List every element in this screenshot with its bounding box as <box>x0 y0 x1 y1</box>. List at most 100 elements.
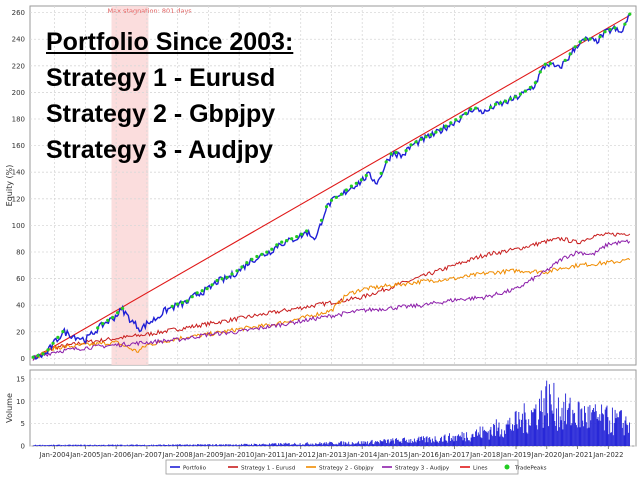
equity-y-tick-label: 40 <box>16 302 25 310</box>
stagnation-band <box>111 6 149 365</box>
x-tick-label: Jan-2004 <box>38 451 69 459</box>
trade-peak-marker <box>96 326 100 330</box>
trade-peak-marker <box>384 160 388 164</box>
trade-peak-marker <box>305 229 309 233</box>
trade-peak-marker <box>339 192 343 196</box>
x-tick-label: Jan-2012 <box>285 451 316 459</box>
trade-peak-marker <box>613 26 617 30</box>
equity-y-tick-label: 0 <box>21 355 25 363</box>
trade-peak-marker <box>319 218 324 222</box>
overlay-line-strategy-1: Strategy 1 - Eurusd <box>46 64 276 92</box>
x-tick-label: Jan-2021 <box>561 451 592 459</box>
trade-peak-marker <box>324 205 329 209</box>
trade-peak-marker <box>503 99 508 103</box>
volume-y-tick-label: 15 <box>16 375 25 383</box>
trade-peak-marker <box>101 322 105 326</box>
trade-peak-marker <box>389 152 393 156</box>
trade-peak-marker <box>449 121 453 125</box>
legend-label: Strategy 2 - Gbpjpy <box>319 466 374 472</box>
x-tick-label: Jan-2018 <box>469 451 500 459</box>
trade-peak-marker <box>295 235 299 239</box>
trade-peak-marker <box>543 62 547 66</box>
trade-peak-marker <box>518 92 523 96</box>
trade-peak-marker <box>210 283 214 287</box>
trade-peak-marker <box>175 302 179 306</box>
trend-line <box>32 14 631 359</box>
trade-peak-marker <box>31 355 35 359</box>
legend-swatch <box>504 464 510 470</box>
equity-panel: Max stagnation: 801 days 0 20 40 60 80 100 120 1… <box>5 5 637 366</box>
equity-y-tick-label: 20 <box>16 328 25 336</box>
equity-y-tick-label: 260 <box>12 9 25 17</box>
trade-peak-marker <box>225 275 229 279</box>
trade-peak-marker <box>434 130 438 134</box>
overlay-line-strategy-2: Strategy 2 - Gbpjpy <box>46 100 276 128</box>
trade-peak-marker <box>359 178 363 182</box>
trade-peak-marker <box>489 105 493 109</box>
x-tick-label: Jan-2014 <box>346 451 377 459</box>
trade-peak-marker <box>459 115 463 119</box>
trade-peak-marker <box>439 127 443 131</box>
trade-peak-marker <box>379 171 383 175</box>
legend-label: Portfolio <box>183 466 207 472</box>
trade-peak-marker <box>454 118 458 122</box>
trade-peak-marker <box>414 140 418 144</box>
trade-peak-marker <box>270 247 274 251</box>
trade-peak-marker <box>628 12 632 16</box>
x-tick-label: Jan-2015 <box>377 451 408 459</box>
trade-peak-marker <box>46 348 50 352</box>
x-tick-label: Jan-2007 <box>131 451 162 459</box>
x-tick-label: Jan-2005 <box>69 451 100 459</box>
legend-item-strategy-1: Strategy 1 - Eurusd <box>228 466 296 472</box>
trade-peak-marker <box>260 252 264 256</box>
trade-peak-marker <box>116 311 120 315</box>
trade-peak-marker <box>235 269 239 273</box>
trade-peak-marker <box>608 27 612 31</box>
chart-legend: Portfolio Strategy 1 - Eurusd Strategy 2 -… <box>165 459 547 475</box>
trade-peak-marker <box>583 37 587 41</box>
trade-peak-marker <box>275 243 279 247</box>
legend-label: Lines <box>473 466 488 472</box>
trade-peak-marker <box>444 124 448 128</box>
trade-peak-marker <box>474 106 478 110</box>
x-tick-label: Jan-2009 <box>192 451 223 459</box>
trade-peak-marker <box>170 304 174 308</box>
trade-peak-marker <box>111 315 115 320</box>
legend-item-portfolio: Portfolio <box>170 466 207 472</box>
volume-y-axis-label: Volume <box>5 393 14 423</box>
trade-peak-marker <box>205 287 209 291</box>
trade-peak-marker <box>464 111 468 115</box>
trade-peak-marker <box>354 181 358 185</box>
legend-label: Strategy 3 - Audjpy <box>395 466 450 472</box>
x-tick-label: Jan-2016 <box>408 451 439 459</box>
trade-peak-marker <box>255 254 259 259</box>
trade-peak-marker <box>250 257 254 261</box>
equity-y-tick-label: 100 <box>12 222 25 230</box>
legend-item-lines: Lines <box>460 466 488 472</box>
equity-y-tick-label: 180 <box>12 116 25 124</box>
x-tick-label: Jan-2017 <box>438 451 469 459</box>
equity-y-tick-label: 80 <box>16 248 25 256</box>
trade-peak-marker <box>568 52 572 56</box>
stagnation-annotation: Max stagnation: 801 days <box>108 7 193 15</box>
strategy-3-line <box>32 239 631 361</box>
trade-peak-marker <box>429 133 433 137</box>
trade-peak-marker <box>419 137 423 141</box>
x-tick-label: Jan-2011 <box>254 451 285 459</box>
trade-peak-marker <box>578 40 582 44</box>
trade-peak-marker <box>349 184 353 188</box>
trade-peak-marker <box>329 198 334 202</box>
legend-box <box>165 459 519 475</box>
trade-peak-marker <box>409 143 413 147</box>
overlay-line-strategy-3: Strategy 3 - Audjpy <box>46 136 273 164</box>
trade-peak-marker <box>588 37 592 41</box>
strategy-2-line <box>33 258 631 360</box>
trade-peak-marker <box>394 150 398 154</box>
trade-peak-marker <box>106 318 110 322</box>
x-tick-label: Jan-2006 <box>100 451 131 459</box>
trade-peak-marker <box>494 102 498 106</box>
trade-peak-marker <box>469 107 473 111</box>
x-tick-label: Jan-2008 <box>162 451 193 459</box>
